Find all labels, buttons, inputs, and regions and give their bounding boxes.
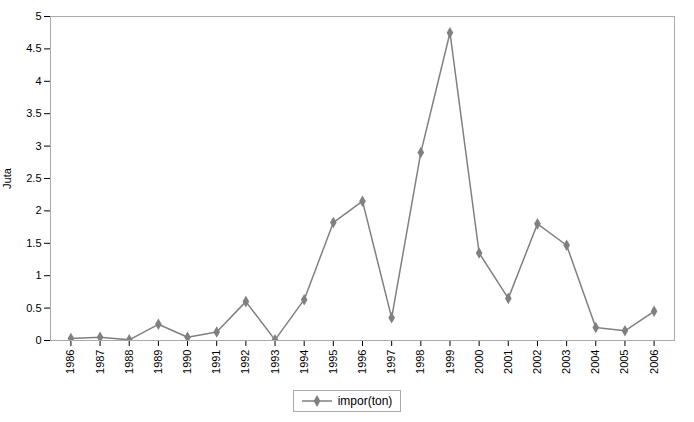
svg-text:4.5: 4.5: [26, 42, 41, 54]
svg-text:Juta: Juta: [1, 167, 13, 189]
svg-text:2005: 2005: [618, 350, 630, 374]
svg-text:3.5: 3.5: [26, 107, 41, 119]
svg-text:1987: 1987: [94, 350, 106, 374]
svg-text:2006: 2006: [648, 350, 660, 374]
svg-text:1998: 1998: [414, 350, 426, 374]
svg-text:1995: 1995: [327, 350, 339, 374]
svg-text:1989: 1989: [152, 350, 164, 374]
svg-text:0.5: 0.5: [26, 302, 41, 314]
svg-text:1999: 1999: [443, 350, 455, 374]
svg-text:1986: 1986: [64, 350, 76, 374]
svg-text:1993: 1993: [269, 350, 281, 374]
svg-text:1990: 1990: [181, 350, 193, 374]
svg-text:1988: 1988: [123, 350, 135, 374]
svg-text:4: 4: [35, 75, 41, 87]
svg-text:5: 5: [35, 10, 41, 22]
svg-text:2001: 2001: [502, 350, 514, 374]
svg-text:2.5: 2.5: [26, 172, 41, 184]
svg-text:0: 0: [35, 334, 41, 346]
svg-text:2: 2: [35, 204, 41, 216]
svg-text:2000: 2000: [473, 350, 485, 374]
svg-text:1994: 1994: [298, 350, 310, 374]
svg-text:1992: 1992: [239, 350, 251, 374]
svg-text:2004: 2004: [589, 350, 601, 374]
svg-text:1: 1: [35, 269, 41, 281]
html-text:impor(ton): impor(ton): [337, 394, 393, 408]
svg-text:1996: 1996: [356, 350, 368, 374]
svg-text:2002: 2002: [531, 350, 543, 374]
svg-text:2003: 2003: [560, 350, 572, 374]
svg-text:1997: 1997: [385, 350, 397, 374]
svg-text:3: 3: [35, 140, 41, 152]
svg-text:1.5: 1.5: [26, 237, 41, 249]
svg-text:1991: 1991: [210, 350, 222, 374]
